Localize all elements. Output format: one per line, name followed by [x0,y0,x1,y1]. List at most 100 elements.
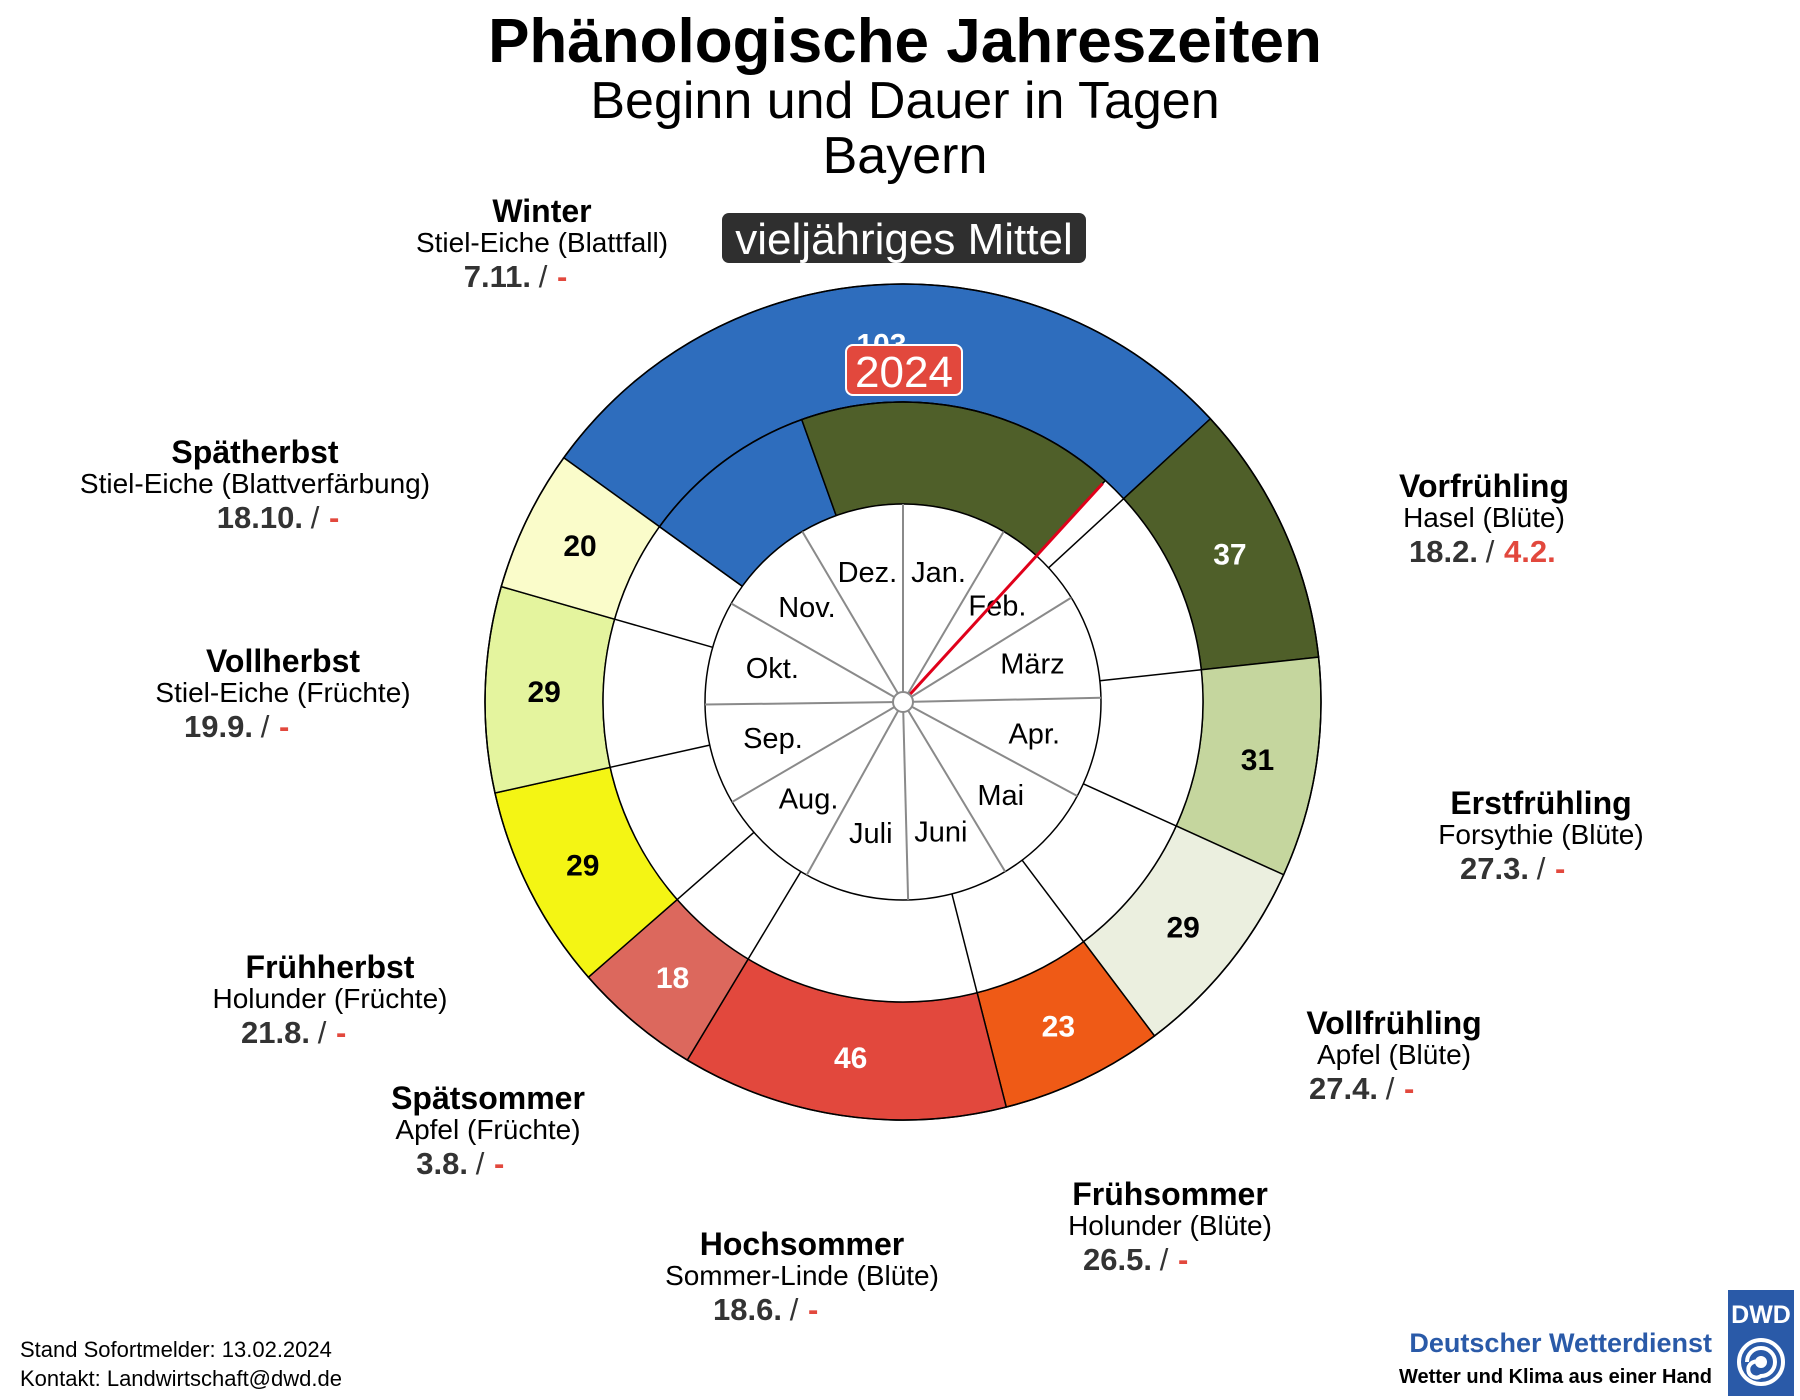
dwd-box-text: DWD [1731,1301,1791,1329]
chart-subtitle: Beginn und Dauer in Tagen [590,72,1219,130]
season-date-separator: / [318,1015,327,1050]
season-boundary [1021,859,1085,943]
chart-region: Bayern [823,127,988,185]
chart-title: Phänologische Jahreszeiten [488,7,1322,76]
season-name: Spätsommer [391,1080,585,1116]
season-name: Frühsommer [1072,1176,1268,1212]
mean-duration-vorfruehling: 37 [1213,539,1246,572]
mean-duration-spaetherbst: 20 [563,530,596,563]
month-divider [731,701,904,803]
season-start-current: 4.2. [1504,534,1556,569]
month-divider [902,531,1005,703]
season-name: Vollherbst [206,643,360,679]
month-label-juni: Juni [914,817,967,849]
current-duration-winter: 35 [929,932,962,965]
month-label-aug-: Aug. [779,783,839,815]
season-start-current: - [279,709,289,744]
month-label-okt-: Okt. [746,653,799,685]
season-date-separator: / [790,1292,799,1327]
mean-duration-vollherbst: 29 [527,676,560,709]
season-boundary [610,744,710,769]
month-divider [902,701,1078,797]
month-divider [801,531,904,703]
month-label-sep-: Sep. [743,723,803,755]
dwd-name: Deutscher Wetterdienst [1409,1328,1712,1358]
season-indicator-plant: Stiel-Eiche (Früchte) [155,677,410,708]
swirl-icon [1737,1338,1785,1386]
season-start-current: - [557,259,567,294]
season-indicator-plant: Forsythie (Blüte) [1438,819,1643,850]
season-indicator-plant: Stiel-Eiche (Blattfall) [416,227,668,258]
season-indicator-plant: Holunder (Blüte) [1068,1210,1272,1241]
season-start-current: - [336,1015,346,1050]
season-start-mean: 18.10. [217,500,303,535]
season-start-mean: 21.8. [241,1015,310,1050]
season-name: Vollfrühling [1306,1005,1481,1041]
season-name: Winter [492,193,591,229]
season-indicator-plant: Apfel (Blüte) [1317,1039,1471,1070]
report-date-hand [901,482,1104,704]
season-start-mean: 27.3. [1460,851,1529,886]
season-boundary [1082,783,1177,827]
outer-ring-outline [484,283,1322,1121]
season-indicator-plant: Apfel (Früchte) [395,1114,580,1145]
mean-duration-fruehherbst: 29 [566,849,599,882]
dwd-slogan: Wetter und Klima aus einer Hand [1399,1366,1712,1388]
season-start-current: - [808,1292,818,1327]
season-start-mean: 27.4. [1309,1071,1378,1106]
current-year-badge: 2024 [845,344,963,397]
month-divider [902,596,1072,703]
season-date-separator: / [1160,1242,1169,1277]
mean-badge-label: vieljähriges Mittel [735,215,1072,264]
season-indicator-plant: Holunder (Früchte) [213,983,448,1014]
middle-ring-outline [602,401,1204,1003]
season-boundary [747,871,802,960]
season-boundary [1048,498,1125,569]
season-start-mean: 26.5. [1083,1242,1152,1277]
month-label-jan-: Jan. [911,557,966,589]
kontakt-text: Kontakt: Landwirtschaft@dwd.de [20,1366,342,1391]
month-label-maerz: März [1000,649,1064,681]
center-hub [892,691,914,713]
month-divider [902,696,1101,703]
season-name: Erstfrühling [1450,785,1631,821]
mean-duration-fruehsommer: 23 [1042,1011,1075,1044]
season-indicator-plant: Sommer-Linde (Blüte) [665,1260,939,1291]
mean-duration-spaetsommer: 18 [656,962,689,995]
month-label-apr-: Apr. [1008,719,1060,751]
season-date-separator: / [1486,534,1495,569]
month-label-nov-: Nov. [778,592,835,624]
season-indicator-plant: Stiel-Eiche (Blattverfärbung) [80,468,430,499]
mean-duration-hochsommer: 46 [834,1042,867,1075]
season-date-separator: / [1386,1071,1395,1106]
dwd-logo: Deutscher Wetterdienst Wetter und Klima … [1399,1290,1794,1396]
season-boundary [659,526,743,587]
mean-duration-erstfruehling: 31 [1241,744,1274,777]
month-divider [805,701,904,876]
season-start-current: - [1178,1242,1188,1277]
season-start-mean: 7.11. [464,259,531,294]
month-label-dez-: Dez. [838,557,898,589]
season-start-current: - [1404,1071,1414,1106]
season-indicator-plant: Hasel (Blüte) [1403,502,1565,533]
month-divider [902,701,910,900]
month-divider [705,701,904,706]
ring-outlines [484,283,1322,1121]
season-start-current: - [329,500,339,535]
month-divider [730,602,904,703]
season-start-mean: 3.8. [416,1146,468,1181]
mean-duration-vollfruehling: 29 [1166,912,1199,945]
season-boundary [676,831,755,901]
mean-badge: vieljähriges Mittel [722,213,1086,264]
season-start-mean: 18.6. [713,1292,782,1327]
season-boundary [1099,669,1202,682]
month-label-juli: Juli [849,818,893,850]
season-name: Hochsommer [700,1226,905,1262]
